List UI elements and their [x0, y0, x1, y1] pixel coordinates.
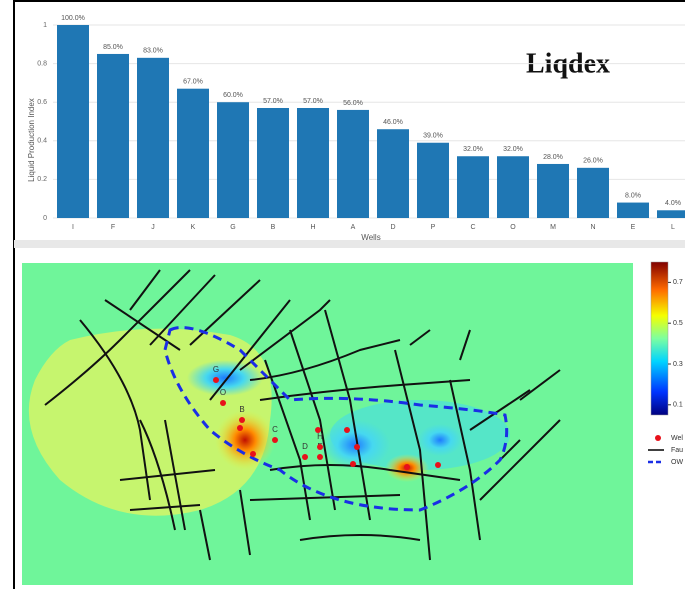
well-label: H: [317, 432, 323, 441]
x-tick-label: M: [550, 224, 556, 231]
x-tick-label: D: [390, 224, 395, 231]
x-tick-label: G: [230, 224, 235, 231]
y-axis-label: Liquid Production Index: [27, 98, 36, 182]
value-label: 67.0%: [183, 79, 203, 86]
value-label: 57.0%: [303, 98, 323, 105]
bar: [577, 167, 609, 218]
y-tick-label: 0.2: [37, 176, 47, 183]
contour: [418, 424, 462, 456]
x-tick-label: K: [191, 224, 196, 231]
value-label: 26.0%: [583, 158, 603, 165]
bar: [657, 210, 685, 218]
bar: [97, 53, 129, 218]
colorbar-tick-label: 0.5: [673, 320, 683, 327]
well-marker: [317, 444, 323, 450]
x-axis-label: Wells: [361, 233, 380, 242]
value-label: 46.0%: [383, 119, 403, 126]
legend-label: Wel: [671, 435, 683, 442]
bar: [337, 109, 369, 218]
bar: [177, 88, 209, 218]
value-label: 83.0%: [143, 48, 163, 55]
x-tick-label: A: [351, 224, 356, 231]
x-tick-label: E: [631, 224, 636, 231]
x-tick-label: C: [470, 224, 475, 231]
extra-wells: [237, 425, 441, 470]
bar: [297, 107, 329, 218]
well-label: O: [220, 388, 226, 397]
well-label: G: [213, 365, 219, 374]
contour: [187, 360, 263, 396]
separator: [14, 240, 685, 248]
well-label: D: [302, 442, 308, 451]
x-tick-label: O: [510, 224, 516, 231]
well-label: C: [272, 425, 278, 434]
faults: [44, 269, 561, 561]
y-tick-label: 1: [43, 22, 47, 29]
bar: [417, 142, 449, 218]
value-label: 57.0%: [263, 98, 283, 105]
well-label: B: [239, 405, 244, 414]
contour: [215, 410, 275, 470]
bar: [377, 129, 409, 218]
value-label: 85.0%: [103, 44, 123, 51]
x-tick-label: I: [72, 224, 74, 231]
wells: GOBCDEH: [213, 365, 323, 460]
y-tick-label: 0.4: [37, 138, 47, 145]
bar: [617, 202, 649, 218]
value-label: 32.0%: [463, 146, 483, 153]
value-label: 39.0%: [423, 133, 443, 140]
bar: [537, 163, 569, 218]
well-marker: [220, 400, 226, 406]
x-tick-label: N: [590, 224, 595, 231]
well-marker: [317, 454, 323, 460]
x-tick-label: H: [310, 224, 315, 231]
well-marker: [272, 437, 278, 443]
colorbar-tick-label: 0.7: [673, 279, 683, 286]
bar: [497, 156, 529, 218]
value-label: 4.0%: [665, 200, 681, 207]
value-label: 56.0%: [343, 100, 363, 107]
x-tick-label: B: [271, 224, 276, 231]
value-label: 28.0%: [543, 154, 563, 161]
bar: [137, 57, 169, 219]
x-tick-label: J: [151, 224, 155, 231]
value-label: 100.0%: [61, 15, 85, 22]
x-tick-label: P: [431, 224, 436, 231]
well-marker: [213, 377, 219, 383]
value-label: 60.0%: [223, 92, 243, 99]
bar: [257, 107, 289, 218]
legend-label: Fau: [671, 447, 683, 454]
value-label: 32.0%: [503, 146, 523, 153]
x-tick-label: L: [671, 224, 675, 231]
y-tick-label: 0.6: [37, 99, 47, 106]
bar: [217, 102, 249, 218]
bar-chart: Liquid Production Index Wells Liqdex 00.…: [27, 15, 685, 242]
value-label: 8.0%: [625, 192, 641, 199]
x-tick-label: F: [111, 224, 115, 231]
legend-label: OW: [671, 459, 683, 466]
colorbar-tick-label: 0.1: [673, 402, 683, 409]
legend-well-marker: [655, 435, 661, 441]
colorbar: [650, 261, 669, 416]
colorbar-tick-label: 0.3: [673, 361, 683, 368]
y-tick-label: 0: [43, 215, 47, 222]
well-marker: [302, 454, 308, 460]
y-tick-label: 0.8: [37, 60, 47, 67]
legend: Wel Fau OW: [648, 435, 683, 466]
bar: [57, 25, 89, 219]
owc-line: [163, 326, 509, 512]
well-marker: [239, 417, 245, 423]
bar: [457, 156, 489, 218]
